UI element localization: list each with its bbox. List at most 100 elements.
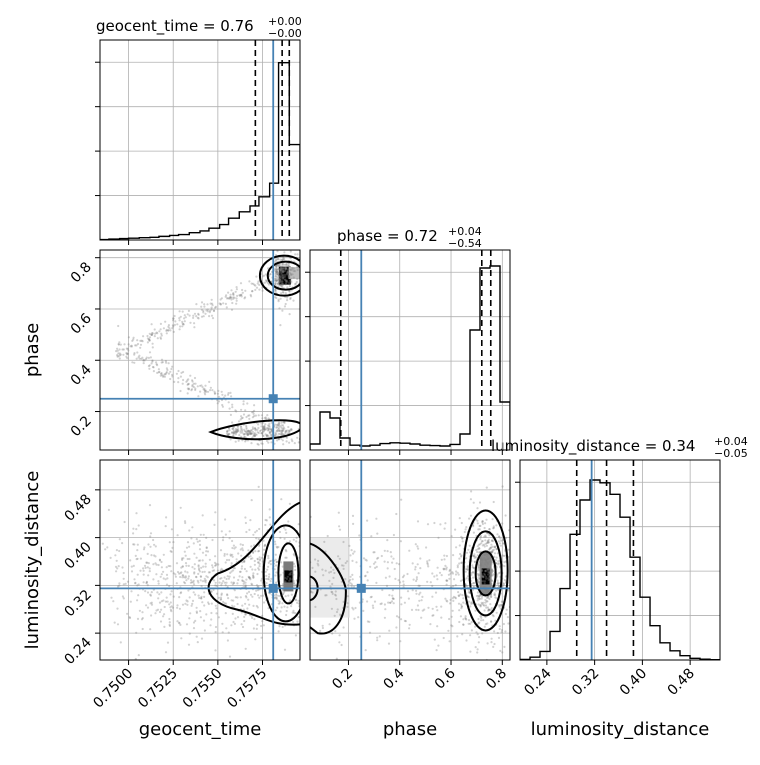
sample-point	[177, 381, 180, 384]
sample-point	[163, 375, 166, 378]
sample-point	[157, 582, 160, 585]
sample-point	[284, 278, 287, 281]
sample-point	[129, 559, 132, 562]
sample-point	[220, 297, 223, 300]
sample-point	[226, 553, 229, 556]
sample-point	[250, 295, 253, 298]
sample-point	[227, 401, 230, 404]
sample-point	[160, 560, 163, 564]
sample-point	[273, 568, 276, 571]
sample-point	[477, 566, 480, 569]
sample-point	[198, 570, 201, 573]
sample-point	[267, 578, 270, 581]
sample-point	[280, 282, 283, 285]
sample-point	[492, 525, 495, 528]
sample-point	[289, 568, 292, 571]
sample-point	[181, 565, 184, 568]
sample-point	[280, 267, 283, 270]
sample-point	[479, 615, 482, 618]
sample-point	[281, 258, 284, 261]
sample-point	[151, 359, 154, 362]
contour-distance-outer	[207, 501, 300, 626]
sample-point	[136, 543, 139, 546]
sample-point	[171, 546, 174, 550]
sample-point	[194, 619, 197, 623]
sample-point	[279, 429, 282, 432]
sample-point	[140, 357, 143, 360]
sample-point	[501, 539, 504, 542]
sample-point	[258, 556, 261, 559]
x-tick-label-luminosity-distance-1: 0.32	[569, 666, 602, 699]
sample-point	[455, 546, 458, 549]
sample-point	[469, 605, 472, 608]
sample-point	[462, 618, 465, 621]
sample-point	[236, 602, 239, 606]
sample-point	[273, 423, 277, 426]
sample-point	[290, 427, 293, 431]
sample-point	[182, 378, 185, 382]
sample-point	[280, 266, 283, 269]
sample-point	[281, 602, 284, 605]
sample-point	[277, 273, 280, 276]
sample-point	[131, 361, 134, 364]
sample-point	[249, 293, 252, 297]
sample-point	[470, 573, 473, 577]
sample-point	[202, 533, 205, 536]
x-axis-title-phase: phase	[383, 719, 437, 740]
sample-point	[456, 635, 459, 638]
sample-point	[457, 591, 460, 594]
sample-point	[290, 593, 293, 596]
sample-point	[353, 585, 356, 588]
sample-point	[485, 596, 489, 600]
sample-point	[168, 621, 171, 624]
sample-point	[278, 429, 281, 432]
sample-point	[292, 573, 295, 576]
sample-point	[502, 554, 505, 558]
sample-point	[216, 592, 219, 595]
sample-point	[144, 590, 147, 593]
sample-point	[241, 549, 245, 552]
sample-point	[157, 580, 160, 583]
sample-point	[275, 279, 278, 282]
sample-point	[477, 641, 480, 644]
sample-point	[244, 647, 247, 650]
sample-point	[488, 571, 491, 574]
sample-point	[249, 431, 252, 434]
sample-point	[479, 559, 482, 562]
sample-point	[437, 644, 440, 647]
sample-point	[160, 566, 163, 569]
sample-point	[228, 575, 231, 578]
sample-point	[267, 575, 271, 579]
sample-point	[485, 577, 488, 580]
sample-point	[504, 536, 508, 540]
sample-point	[150, 333, 154, 336]
sample-point	[182, 370, 185, 374]
sample-point	[217, 616, 220, 619]
sample-point	[474, 555, 477, 558]
sample-point	[232, 582, 236, 585]
sample-point	[288, 441, 291, 444]
sample-point	[165, 371, 168, 374]
sample-point	[286, 272, 289, 275]
sample-point	[242, 582, 245, 585]
sample-point	[481, 632, 484, 635]
sample-point	[481, 564, 484, 567]
sample-point	[181, 576, 184, 579]
sample-point	[282, 266, 285, 269]
frame-layer	[99, 39, 721, 661]
sample-point	[442, 636, 445, 640]
sample-point	[228, 558, 231, 562]
sample-point	[471, 566, 474, 569]
sample-point	[240, 567, 243, 570]
sample-point	[504, 554, 507, 557]
sample-point	[483, 625, 486, 628]
sample-point	[465, 526, 468, 529]
sample-point	[150, 333, 153, 336]
sample-point	[208, 315, 211, 318]
sample-point	[122, 597, 125, 600]
sample-point	[292, 299, 295, 302]
title-luminosity-distance-text: luminosity_distance = 0.34	[491, 437, 695, 456]
sample-point	[233, 605, 236, 608]
sample-point	[477, 622, 480, 625]
sample-point	[389, 601, 392, 604]
